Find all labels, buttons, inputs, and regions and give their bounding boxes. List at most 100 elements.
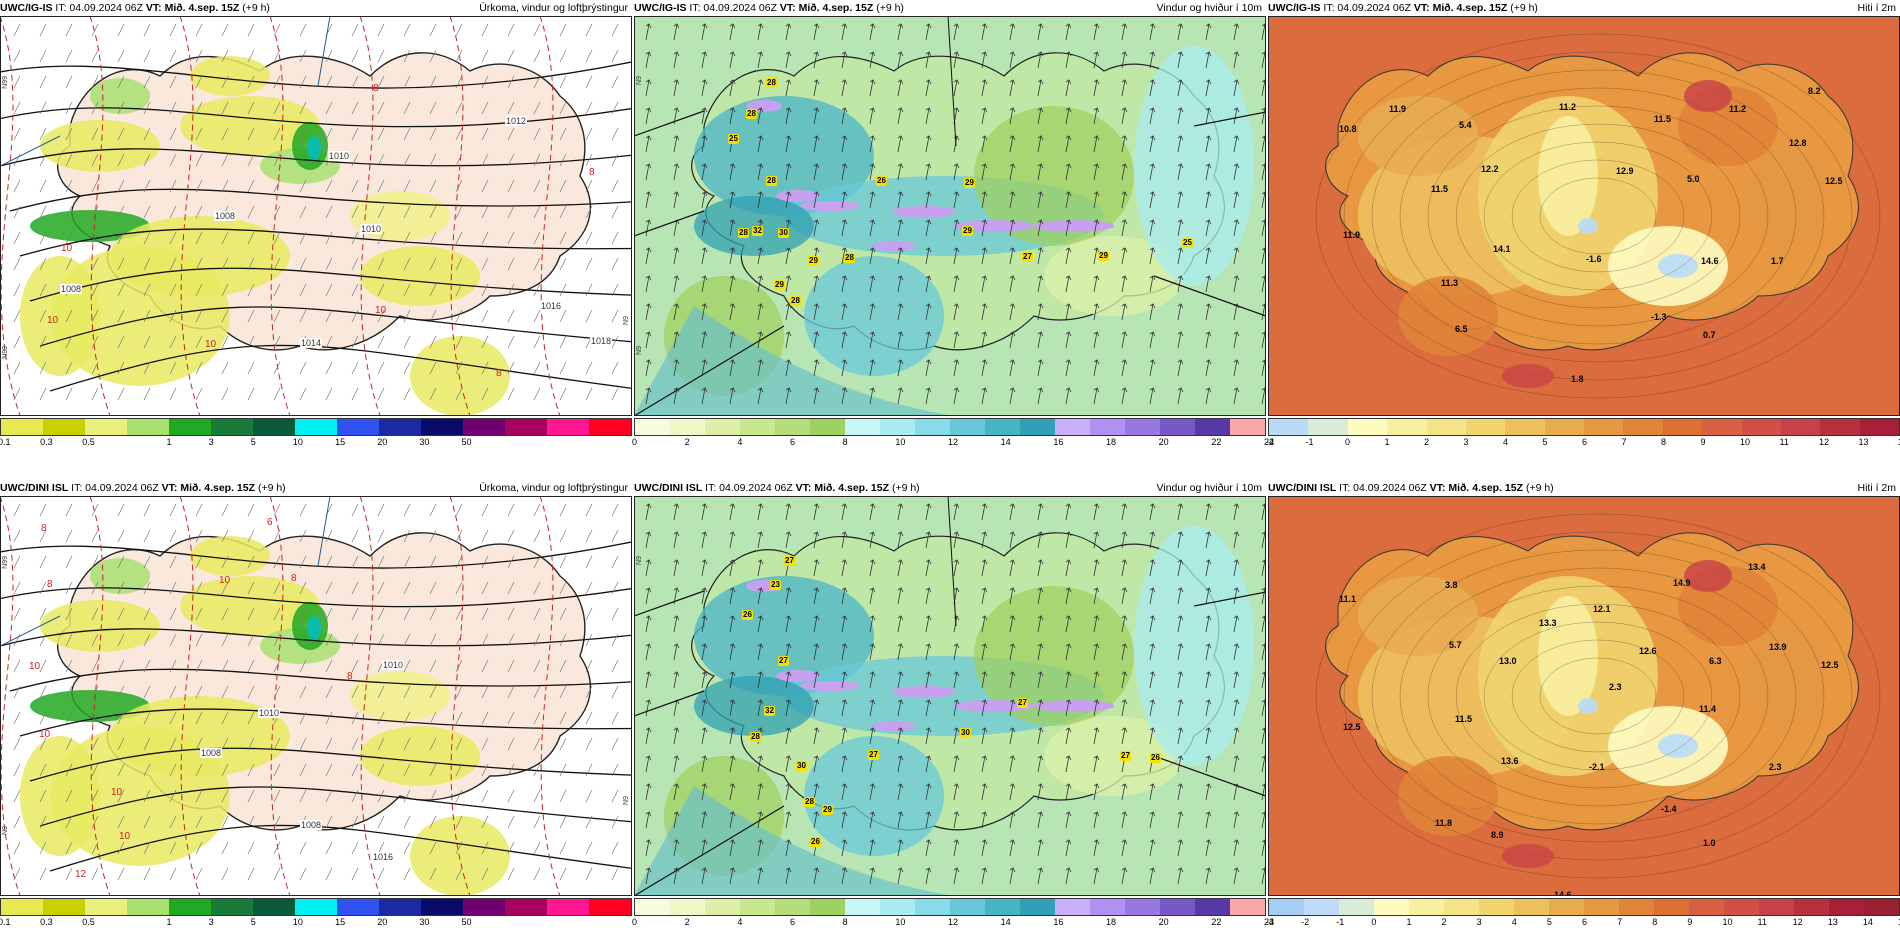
scale-tick-label: 0.5	[82, 437, 95, 447]
color-swatch	[670, 419, 705, 435]
map-area[interactable]: 11.1 3.8 14.9 13.4 12.1 13.3 5.7 12.6 13.9 13.0 6.…	[1268, 496, 1900, 896]
map-area[interactable]: 28 28 25 28 28 32 30 26 29 29 29 28 29 28 27 29 25 N9 N9	[634, 16, 1266, 416]
scale-tick-label: 0.3	[40, 917, 53, 927]
scale-tick-label: 4	[1511, 917, 1517, 927]
panel-header: UWC/IG-IS IT: 04.09.2024 06Z VT: Mið. 4.…	[1268, 0, 1900, 16]
map-area[interactable]: 8 6 8 10 8 10 10 12 10 10 8 1008 1010 1010 1008 1016 N99…	[0, 496, 632, 896]
color-scale-ticks: 0.1 0.3 0.5 1 3 5 10 15 20 30 50	[0, 436, 632, 450]
color-swatch	[1347, 419, 1388, 435]
map-label-iso: 1010	[360, 224, 383, 234]
color-swatch	[915, 899, 950, 915]
map-label-temp: 2.3	[1769, 762, 1782, 772]
scale-tick-label: 3	[1463, 437, 1469, 447]
color-swatch	[1780, 419, 1821, 435]
color-scale-bar	[1268, 898, 1900, 916]
map-label-gust: 26	[876, 176, 887, 186]
color-swatch	[211, 899, 253, 915]
scale-tick-label: 0.3	[40, 437, 53, 447]
scale-tick-label: 24	[1264, 437, 1275, 447]
map-label-gust: 30	[960, 728, 971, 738]
color-swatch	[810, 419, 845, 435]
color-swatch	[253, 419, 295, 435]
model-name: UWC/IG-IS	[634, 2, 687, 14]
color-swatch	[211, 419, 253, 435]
color-swatch	[547, 899, 589, 915]
scale-tick-label: 18	[1106, 437, 1117, 447]
map-label-gust: 29	[964, 178, 975, 188]
model-name: UWC/IG-IS	[0, 2, 53, 14]
scale-tick-label: 18	[1106, 917, 1117, 927]
map-label-red: 8	[496, 368, 502, 379]
scale-tick-label: 8	[1652, 917, 1658, 927]
map-label-temp: 11.5	[1431, 184, 1449, 194]
map-panel-2: UWC/IG-IS IT: 04.09.2024 06Z VT: Mið. 4.…	[632, 0, 1274, 470]
map-label-iso: 1008	[300, 820, 323, 830]
valid-time: VT: Mið. 4.sep. 15Z	[1413, 2, 1508, 14]
scale-tick-label: 7	[1621, 437, 1627, 447]
color-swatch	[421, 899, 463, 915]
scale-tick-label: 8	[1661, 437, 1667, 447]
map-label-temp: 12.5	[1343, 722, 1361, 732]
scale-tick-label: 30	[419, 917, 430, 927]
axis-label: N9	[636, 346, 643, 355]
color-swatch	[1090, 899, 1125, 915]
map-label-iso: 1008	[200, 748, 223, 758]
panel-title: Hiti í 2m	[1857, 482, 1896, 494]
scale-tick-label: -1	[1305, 437, 1314, 447]
map-label-iso: 1012	[505, 116, 528, 126]
color-swatch	[127, 899, 169, 915]
map-label-red: 10	[111, 787, 123, 798]
color-swatch	[463, 419, 505, 435]
map-label-gust: 28	[766, 176, 777, 186]
map-label-gust: 29	[962, 226, 973, 236]
lead-time: (+9 h)	[1525, 482, 1554, 494]
map-area[interactable]: 8 8 10 10 10 10 8 1008 1008 1010 1012 1014 1016 1018 1…	[0, 16, 632, 416]
color-swatch	[505, 419, 547, 435]
scale-tick-label: 10	[1722, 917, 1733, 927]
scale-tick-label: 11	[1779, 437, 1789, 447]
scale-tick-label: 2	[1424, 437, 1430, 447]
color-swatch	[1619, 899, 1654, 915]
map-label-gust: 28	[746, 109, 757, 119]
map-label-temp: 10.8	[1339, 124, 1357, 134]
axis-label: N99	[2, 556, 9, 569]
color-swatch	[1269, 419, 1309, 435]
scale-tick-label: 10	[292, 437, 303, 447]
map-label-gust: 29	[822, 805, 833, 815]
map-label-temp: 11.4	[1699, 704, 1717, 714]
map-label-gust: 27	[1022, 252, 1033, 262]
scale-tick-label: 5	[1546, 917, 1552, 927]
scale-tick-label: 10	[895, 437, 906, 447]
map-area[interactable]: 10.8 11.9 5.4 11.2 11.5 11.2 8.2 12.2 12.9 5.0 12.…	[1268, 16, 1900, 416]
color-scale-bar	[0, 418, 632, 436]
valid-time: VT: Mið. 4.sep. 15Z	[145, 2, 240, 14]
map-label-gust: 27	[868, 750, 879, 760]
map-label-red: 10	[61, 243, 73, 254]
scale-tick-label: 0	[632, 917, 638, 927]
color-swatch	[810, 899, 845, 915]
scale-tick-label: 1	[166, 437, 172, 447]
map-label-temp: 14.1	[1493, 244, 1511, 254]
color-scale-ticks: -2-10123456789101112131415	[1266, 436, 1900, 450]
color-scale-ticks: -3-2-10123456789101112131415	[1266, 916, 1900, 930]
map-label-iso: 1008	[60, 284, 83, 294]
map-label-temp: 13.4	[1748, 562, 1766, 572]
color-swatch	[880, 419, 915, 435]
color-scale-ticks: 0 2 4 6 8 10 12 14 16 18 20 22 24	[632, 436, 1274, 450]
init-time: IT: 04.09.2024 06Z	[71, 482, 159, 494]
map-label-red: 10	[29, 661, 41, 672]
map-label-red: 8	[347, 671, 353, 682]
map-label-temp: 14.6	[1554, 890, 1572, 896]
color-swatch	[589, 419, 631, 435]
color-swatch	[169, 419, 211, 435]
color-swatch	[1160, 419, 1195, 435]
map-label-gust: 29	[774, 280, 785, 290]
color-swatch	[1465, 419, 1506, 435]
map-label-temp: 3.8	[1445, 580, 1458, 590]
map-area[interactable]: 27 23 26 27 32 28 30 27 29 28 26 30 27 27 26 N9	[634, 496, 1266, 896]
scale-tick-label: 13	[1827, 917, 1838, 927]
color-swatch	[1230, 419, 1265, 435]
color-swatch	[635, 419, 670, 435]
map-label-temp: 14.9	[1673, 578, 1691, 588]
scale-tick-label: 50	[461, 437, 472, 447]
